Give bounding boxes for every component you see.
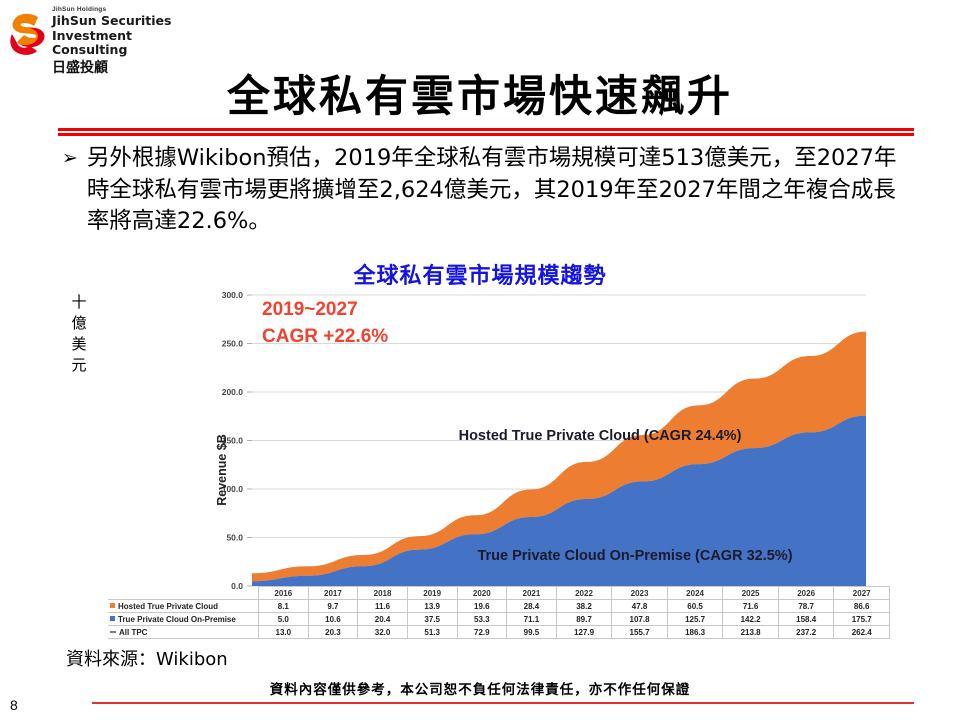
table-cell: 127.9 [555, 625, 613, 639]
area-label-on-premise: True Private Cloud On-Premise (CAGR 32.5… [477, 548, 792, 564]
logo-holdings-text: JihSun Holdings [52, 6, 107, 13]
table-cell: 5.0 [258, 612, 309, 626]
table-column-header: 2026 [777, 586, 835, 600]
chart-title: 全球私有雲市場規模趨勢 [353, 263, 607, 288]
cagr-annotation: 2019~2027 CAGR +22.6% [262, 296, 388, 350]
table-column-header: 2021 [506, 586, 557, 600]
table-cell: 107.8 [611, 612, 668, 626]
blue-square-icon [110, 615, 115, 621]
table-cell: 32.0 [357, 625, 408, 639]
table-row-label: Hosted True Private Cloud [108, 599, 259, 613]
chart-data-table: 2016 2017 2018 2019 2020 2021 2022 2023 2024 2025… [108, 586, 890, 639]
y-tick-label: 150.0 [222, 436, 244, 446]
table-cell: 28.4 [506, 599, 557, 613]
table-corner-cell [108, 587, 259, 600]
table-cell: 11.6 [357, 599, 408, 613]
table-cell: 20.4 [357, 612, 408, 626]
area-on-premise [252, 415, 866, 586]
table-column-header: 2027 [833, 586, 890, 600]
table-column-header: 2025 [722, 586, 779, 600]
table-header-row: 2016 2017 2018 2019 2020 2021 2022 2023 2024 2025… [108, 586, 890, 600]
disclaimer-text: 資料內容僅供參考，本公司恕不負任何法律責任，亦不作任何保證 [269, 682, 691, 698]
table-row: True Private Cloud On-Premise 5.0 10.6 20.4… [108, 612, 890, 626]
orange-square-icon [110, 602, 115, 608]
chart-y-axis-ticks: 0.0 50.0 100.0 150.0 200.0 250.0 300.0 [222, 290, 252, 591]
chart-y-axis-title: Revenue $B [215, 434, 229, 506]
table-cell: 10.6 [307, 612, 359, 626]
table-cell: 89.7 [555, 612, 613, 626]
table-column-header: 2024 [666, 586, 724, 600]
table-cell: 99.5 [506, 625, 557, 639]
y-tick-label: 100.0 [222, 484, 244, 494]
title-divider [58, 128, 914, 136]
y-tick-label: 300.0 [222, 290, 244, 300]
y-tick-label: 200.0 [222, 387, 244, 397]
table-cell: 71.1 [506, 612, 557, 626]
table-cell: 175.7 [833, 612, 890, 626]
table-cell: 125.7 [666, 612, 724, 626]
table-cell: 186.3 [666, 625, 724, 639]
table-cell: 71.6 [722, 599, 779, 613]
table-cell: 213.8 [722, 625, 779, 639]
logo-line2: Investment Consulting [52, 27, 132, 57]
chart-plot-container: 0.0 50.0 100.0 150.0 200.0 250.0 300.0 Revenue… [200, 285, 890, 640]
y-tick-label: 0.0 [231, 581, 243, 591]
table-cell: 20.3 [307, 625, 359, 639]
page-number: 8 [10, 697, 18, 713]
table-cell: 38.2 [555, 599, 613, 613]
table-cell: 237.2 [777, 625, 835, 639]
gray-dash-icon [110, 630, 116, 633]
jihsun-logo-mark [10, 13, 45, 55]
logo-wordmark: JihSun Holdings JihSun Securities Invest… [52, 6, 208, 76]
table-cell: 13.0 [258, 625, 309, 639]
company-logo: JihSun Holdings JihSun Securities Invest… [8, 6, 208, 75]
table-row: Hosted True Private Cloud 8.1 9.7 11.6 13.9 1… [108, 599, 890, 613]
table-cell: 9.7 [307, 599, 359, 613]
table-row: All TPC 13.0 20.3 32.0 51.3 72.9 99.5 127.9 155.… [108, 625, 890, 639]
chart-areas [252, 331, 866, 586]
footer-divider [92, 702, 914, 704]
table-column-header: 2017 [307, 586, 359, 600]
page-title: 全球私有雲市場快速飆升 [227, 72, 733, 122]
table-column-header: 2023 [611, 586, 668, 600]
table-cell: 158.4 [777, 612, 835, 626]
table-cell: 19.6 [456, 599, 508, 613]
table-cell: 262.4 [833, 625, 890, 639]
y-tick-label: 50.0 [226, 533, 243, 543]
table-cell: 51.3 [406, 625, 458, 639]
table-cell: 142.2 [722, 612, 779, 626]
table-column-header: 2016 [258, 586, 309, 600]
table-cell: 8.1 [258, 599, 309, 613]
cagr-value: CAGR +22.6% [262, 326, 389, 347]
table-cell: 47.8 [611, 599, 668, 613]
table-cell: 155.7 [611, 625, 668, 639]
table-cell: 53.3 [456, 612, 508, 626]
logo-chinese: 日盛投顧 [52, 58, 108, 75]
table-cell: 86.6 [833, 599, 890, 613]
table-cell: 37.5 [406, 612, 458, 626]
y-tick-label: 250.0 [222, 339, 244, 349]
table-row-label: True Private Cloud On-Premise [108, 612, 259, 626]
table-column-header: 2022 [555, 586, 613, 600]
table-column-header: 2019 [406, 586, 458, 600]
cagr-period: 2019~2027 [262, 299, 358, 320]
table-column-header: 2020 [456, 586, 508, 600]
logo-line1: JihSun Securities [52, 13, 172, 28]
source-line: 資料來源：Wikibon [66, 649, 228, 670]
bullet-arrow-icon: ➢ [62, 148, 78, 169]
table-row-label: All TPC [108, 625, 259, 639]
table-cell: 78.7 [777, 599, 835, 613]
bullet-paragraph: ➢ 另外根據Wikibon預估，2019年全球私有雲市場規模可達513億美元，至… [62, 143, 912, 238]
table-cell: 13.9 [406, 599, 458, 613]
area-hosted [252, 331, 866, 582]
chart-unit-label: 十億美元 [71, 294, 87, 374]
table-cell: 72.9 [456, 625, 508, 639]
table-cell: 60.5 [666, 599, 724, 613]
bullet-text: 另外根據Wikibon預估，2019年全球私有雲市場規模可達513億美元，至20… [86, 145, 897, 234]
table-column-header: 2018 [357, 586, 408, 600]
area-label-hosted: Hosted True Private Cloud (CAGR 24.4%) [459, 428, 742, 444]
